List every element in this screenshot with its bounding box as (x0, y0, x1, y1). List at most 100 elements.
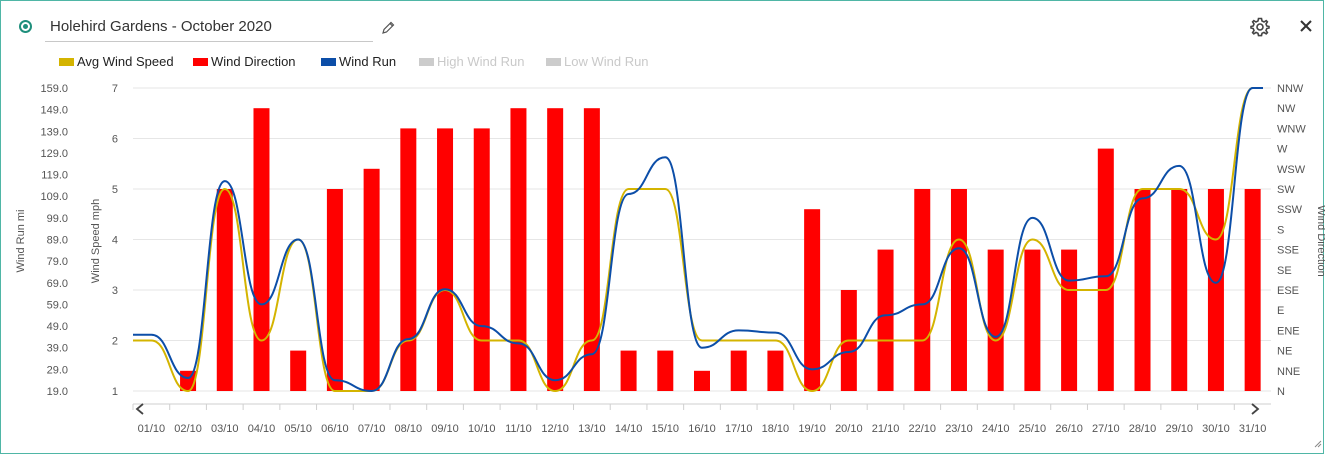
wind-direction-tick-label: S (1277, 224, 1284, 236)
wind-direction-bar (253, 108, 270, 391)
wind-direction-bar (914, 189, 931, 391)
x-axis-label: 10/10 (468, 423, 496, 435)
wind-direction-bar (730, 350, 747, 391)
wind-direction-bar (326, 189, 343, 391)
wind-direction-bar (987, 249, 1004, 391)
x-axis-label: 22/10 (908, 423, 936, 435)
wind-direction-axis-label: Wind Direction (1315, 205, 1325, 277)
wind-direction-bar (1171, 189, 1188, 391)
x-axis-label: 03/10 (211, 423, 239, 435)
wind-run-line (133, 87, 1263, 393)
wind-speed-tick-label: 6 (112, 134, 118, 146)
legend-label: Avg Wind Speed (77, 54, 174, 69)
chevron-right-icon[interactable] (1251, 403, 1260, 415)
x-axis-label: 07/10 (358, 423, 386, 435)
wind-direction-tick-label: E (1277, 305, 1284, 317)
wind-speed-axis-label: Wind Speed mph (90, 199, 102, 283)
x-axis-label: 15/10 (652, 423, 680, 435)
wind-direction-tick-label: SSW (1277, 204, 1303, 216)
wind-direction-tick-label: WSW (1277, 164, 1306, 176)
wind-direction-bar (510, 108, 527, 391)
wind-direction-tick-label: SSE (1277, 245, 1299, 257)
wind-direction-tick-label: NW (1277, 103, 1296, 115)
wind-run-tick-label: 139.0 (40, 126, 68, 138)
wind-speed-tick-label: 3 (112, 285, 118, 297)
x-axis-label: 04/10 (248, 423, 276, 435)
wind-run-tick-label: 109.0 (40, 191, 68, 203)
x-axis-label: 09/10 (431, 423, 459, 435)
wind-direction-bar (1244, 189, 1261, 391)
x-axis-label: 30/10 (1202, 423, 1230, 435)
wind-direction-tick-label: SW (1277, 184, 1295, 196)
x-axis-label: 06/10 (321, 423, 349, 435)
line-series (133, 87, 1263, 393)
x-axis-label: 28/10 (1129, 423, 1157, 435)
x-axis-label: 29/10 (1165, 423, 1193, 435)
x-axis-label: 20/10 (835, 423, 863, 435)
x-axis-label: 14/10 (615, 423, 643, 435)
wind-run-tick-label: 29.0 (47, 364, 68, 376)
wind-direction-bars (180, 108, 1261, 391)
x-axis-label: 02/10 (174, 423, 202, 435)
wind-run-axis-label: Wind Run mi (15, 210, 27, 273)
wind-run-tick-label: 129.0 (40, 148, 68, 160)
status-radio-icon[interactable] (19, 20, 32, 33)
wind-direction-bar (583, 108, 600, 391)
x-axis-label: 08/10 (395, 423, 423, 435)
wind-direction-bar (216, 189, 233, 391)
x-axis-label: 18/10 (762, 423, 790, 435)
legend-swatch (546, 58, 561, 66)
wind-direction-bar (804, 209, 821, 391)
wind-speed-tick-label: 2 (112, 336, 118, 348)
wind-direction-tick-label: NNE (1277, 366, 1300, 378)
wind-direction-bar (1207, 189, 1224, 391)
wind-speed-tick-label: 5 (112, 184, 118, 196)
axes: 159.0149.0139.0129.0119.0109.099.089.079… (15, 83, 1325, 435)
x-axis-label: 19/10 (798, 423, 826, 435)
x-axis-label: 13/10 (578, 423, 606, 435)
wind-direction-tick-label: N (1277, 386, 1285, 398)
legend-swatch (419, 58, 434, 66)
wind-direction-bar (1097, 148, 1114, 391)
legend-label: Wind Run (339, 54, 397, 69)
x-axis-label: 16/10 (688, 423, 716, 435)
wind-direction-bar (620, 350, 637, 391)
x-axis-label: 27/10 (1092, 423, 1120, 435)
wind-direction-bar (657, 350, 674, 391)
wind-run-tick-label: 59.0 (47, 299, 68, 311)
wind-direction-tick-label: WNW (1277, 123, 1306, 135)
wind-direction-bar (694, 370, 710, 391)
x-axis-label: 21/10 (872, 423, 900, 435)
wind-direction-tick-label: ENE (1277, 325, 1300, 337)
resize-grip-icon[interactable] (1314, 440, 1322, 448)
wind-direction-tick-label: ESE (1277, 285, 1299, 297)
pencil-icon[interactable] (379, 19, 397, 37)
wind-direction-tick-label: NNW (1277, 83, 1304, 95)
scrollbar (135, 403, 1322, 448)
x-axis-label: 26/10 (1055, 423, 1083, 435)
wind-direction-bar (473, 128, 490, 391)
legend-swatch (321, 58, 336, 66)
wind-direction-bar (437, 128, 454, 391)
x-axis-label: 24/10 (982, 423, 1010, 435)
title-underline (45, 41, 373, 42)
x-axis-label: 12/10 (541, 423, 569, 435)
close-icon[interactable] (1296, 16, 1316, 36)
x-axis-label: 31/10 (1239, 423, 1267, 435)
wind-direction-bar (363, 168, 380, 391)
wind-run-tick-label: 49.0 (47, 321, 68, 333)
wind-direction-bar (547, 108, 564, 391)
wind-direction-tick-label: W (1277, 144, 1288, 156)
legend-swatch (193, 58, 208, 66)
wind-direction-tick-label: SE (1277, 265, 1292, 277)
wind-run-tick-label: 159.0 (40, 83, 68, 95)
wind-direction-bar (877, 249, 894, 391)
wind-run-tick-label: 19.0 (47, 386, 68, 398)
wind-run-tick-label: 39.0 (47, 343, 68, 355)
widget-title: Holehird Gardens - October 2020 (50, 18, 272, 35)
wind-direction-bar (950, 189, 967, 391)
gear-icon[interactable] (1249, 16, 1271, 38)
chevron-left-icon[interactable] (135, 403, 144, 415)
